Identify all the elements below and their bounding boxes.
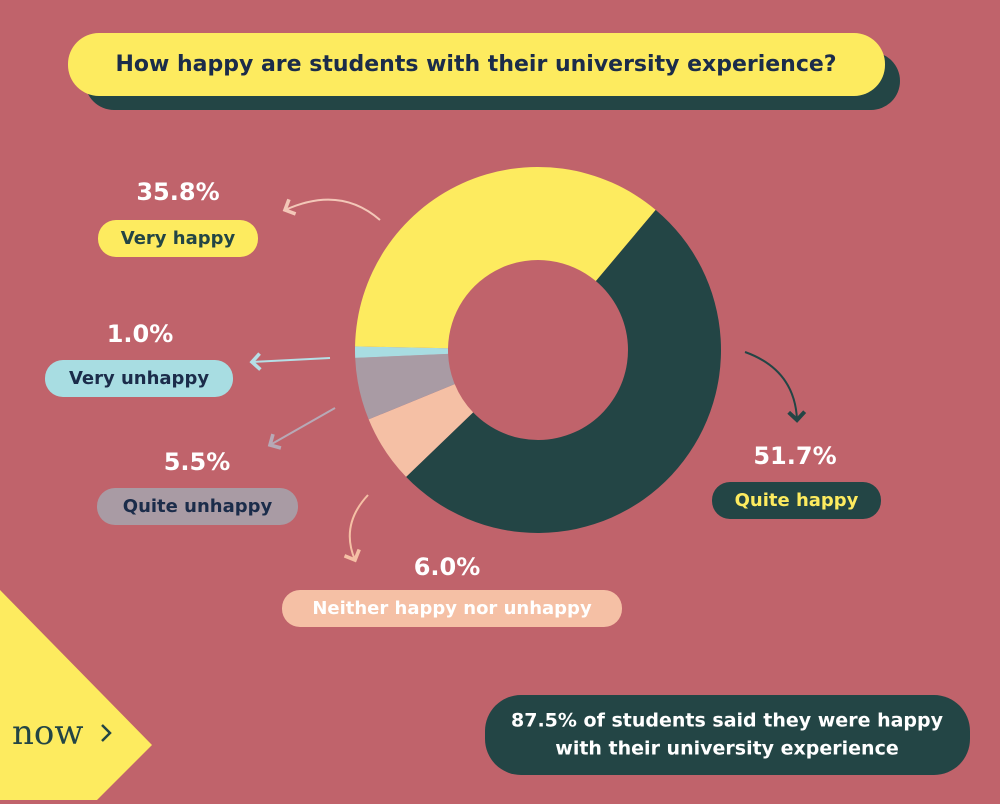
legend-label: Quite happy: [735, 490, 859, 511]
footnote: 87.5% of students said they were happy: [511, 710, 944, 732]
legend-pill: [712, 482, 881, 519]
legend-label: Neither happy nor unhappy: [312, 598, 592, 619]
donut-slice: [355, 353, 455, 420]
value-label: 35.8%: [136, 178, 219, 206]
value-label: 51.7%: [753, 442, 836, 470]
legend-pill: [97, 488, 298, 525]
donut-slice: [355, 167, 656, 349]
donut-slice: [406, 209, 722, 534]
arrows: [249, 198, 807, 563]
legend-label: Very happy: [121, 228, 236, 249]
chart-title: How happy are students with their univer…: [115, 52, 836, 77]
legend-pill: [282, 590, 622, 627]
logo-corner: [0, 590, 152, 800]
legend-label: Quite unhappy: [123, 496, 273, 517]
value-label: 1.0%: [107, 320, 174, 348]
legend-pill: [98, 220, 258, 257]
footnote: with their university experience: [555, 738, 898, 760]
value-label: 6.0%: [414, 553, 481, 581]
title-pill: [68, 33, 885, 96]
logo: now: [12, 713, 83, 753]
donut-slice: [355, 346, 449, 358]
value-label: 5.5%: [164, 448, 231, 476]
donut-slice: [368, 384, 474, 477]
footnote-pill: [485, 695, 970, 775]
legend-pill: [45, 360, 233, 397]
legend-label: Very unhappy: [69, 368, 209, 389]
logo-chevron: [101, 724, 112, 742]
